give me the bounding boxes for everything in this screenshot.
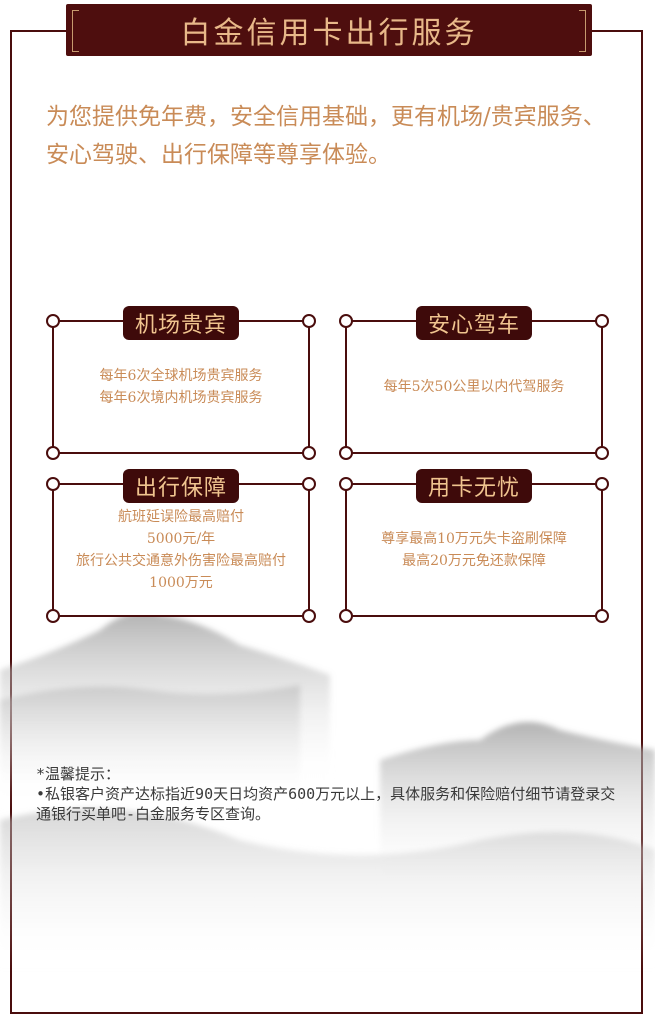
card-travel-protection: 出行保障 航班延误险最高赔付 5000元/年 旅行公共交通意外伤害险最高赔付 1… — [46, 469, 316, 623]
card-line: 尊享最高10万元失卡盗刷保障 — [381, 531, 567, 547]
card-body: 航班延误险最高赔付 5000元/年 旅行公共交通意外伤害险最高赔付 1000万元 — [76, 506, 286, 594]
card-label: 安心驾车 — [415, 306, 533, 340]
card-body: 每年5次50公里以内代驾服务 — [384, 376, 565, 398]
notice-title: *温馨提示： — [36, 765, 121, 783]
card-corner — [339, 446, 353, 460]
card-line: 每年5次50公里以内代驾服务 — [383, 379, 565, 395]
card-line: 1000万元 — [149, 575, 213, 591]
card-corner — [595, 609, 609, 623]
card-label: 用卡无忧 — [415, 469, 533, 503]
card-label: 机场贵宾 — [122, 306, 240, 340]
card-corner — [302, 314, 316, 328]
card-corner — [595, 314, 609, 328]
card-line: 最高20万元免还款保障 — [402, 553, 546, 569]
frame-top-left-line — [10, 30, 66, 32]
card-corner — [46, 314, 60, 328]
card-line: 每年6次全球机场贵宾服务 — [99, 368, 263, 384]
page-title: 白金信用卡出行服务 — [180, 16, 478, 51]
outer-frame — [10, 30, 643, 1014]
card-corner — [339, 609, 353, 623]
card-corner — [339, 314, 353, 328]
notice-body: •私银客户资产达标指近90天日均资产600万元以上，具体服务和保险赔付细节请登录… — [36, 785, 616, 823]
card-body: 每年6次全球机场贵宾服务 每年6次境内机场贵宾服务 — [100, 365, 263, 409]
card-corner — [302, 446, 316, 460]
card-card-worry-free: 用卡无忧 尊享最高10万元失卡盗刷保障 最高20万元免还款保障 — [339, 469, 609, 623]
card-line: 旅行公共交通意外伤害险最高赔付 — [76, 553, 286, 569]
intro-text: 为您提供免年费，安全信用基础，更有机场/贵宾服务、安心驾驶、出行保障等尊享体验。 — [46, 104, 606, 168]
mountain-illustration — [0, 612, 655, 970]
header-banner: 白金信用卡出行服务 — [66, 4, 592, 56]
card-corner — [302, 609, 316, 623]
card-corner — [46, 446, 60, 460]
card-label: 出行保障 — [122, 469, 240, 503]
card-corner — [46, 609, 60, 623]
card-safe-driving: 安心驾车 每年5次50公里以内代驾服务 — [339, 306, 609, 460]
card-airport-vip: 机场贵宾 每年6次全球机场贵宾服务 每年6次境内机场贵宾服务 — [46, 306, 316, 460]
frame-top-right-line — [592, 30, 643, 32]
card-corner — [339, 477, 353, 491]
card-corner — [595, 446, 609, 460]
card-corner — [46, 477, 60, 491]
card-corner — [595, 477, 609, 491]
card-line: 每年6次境内机场贵宾服务 — [99, 390, 263, 406]
notice: *温馨提示： •私银客户资产达标指近90天日均资产600万元以上，具体服务和保险… — [36, 764, 626, 824]
card-corner — [302, 477, 316, 491]
card-line: 5000元/年 — [146, 531, 216, 547]
card-body: 尊享最高10万元失卡盗刷保障 最高20万元免还款保障 — [381, 528, 567, 572]
card-line: 航班延误险最高赔付 — [118, 509, 244, 525]
